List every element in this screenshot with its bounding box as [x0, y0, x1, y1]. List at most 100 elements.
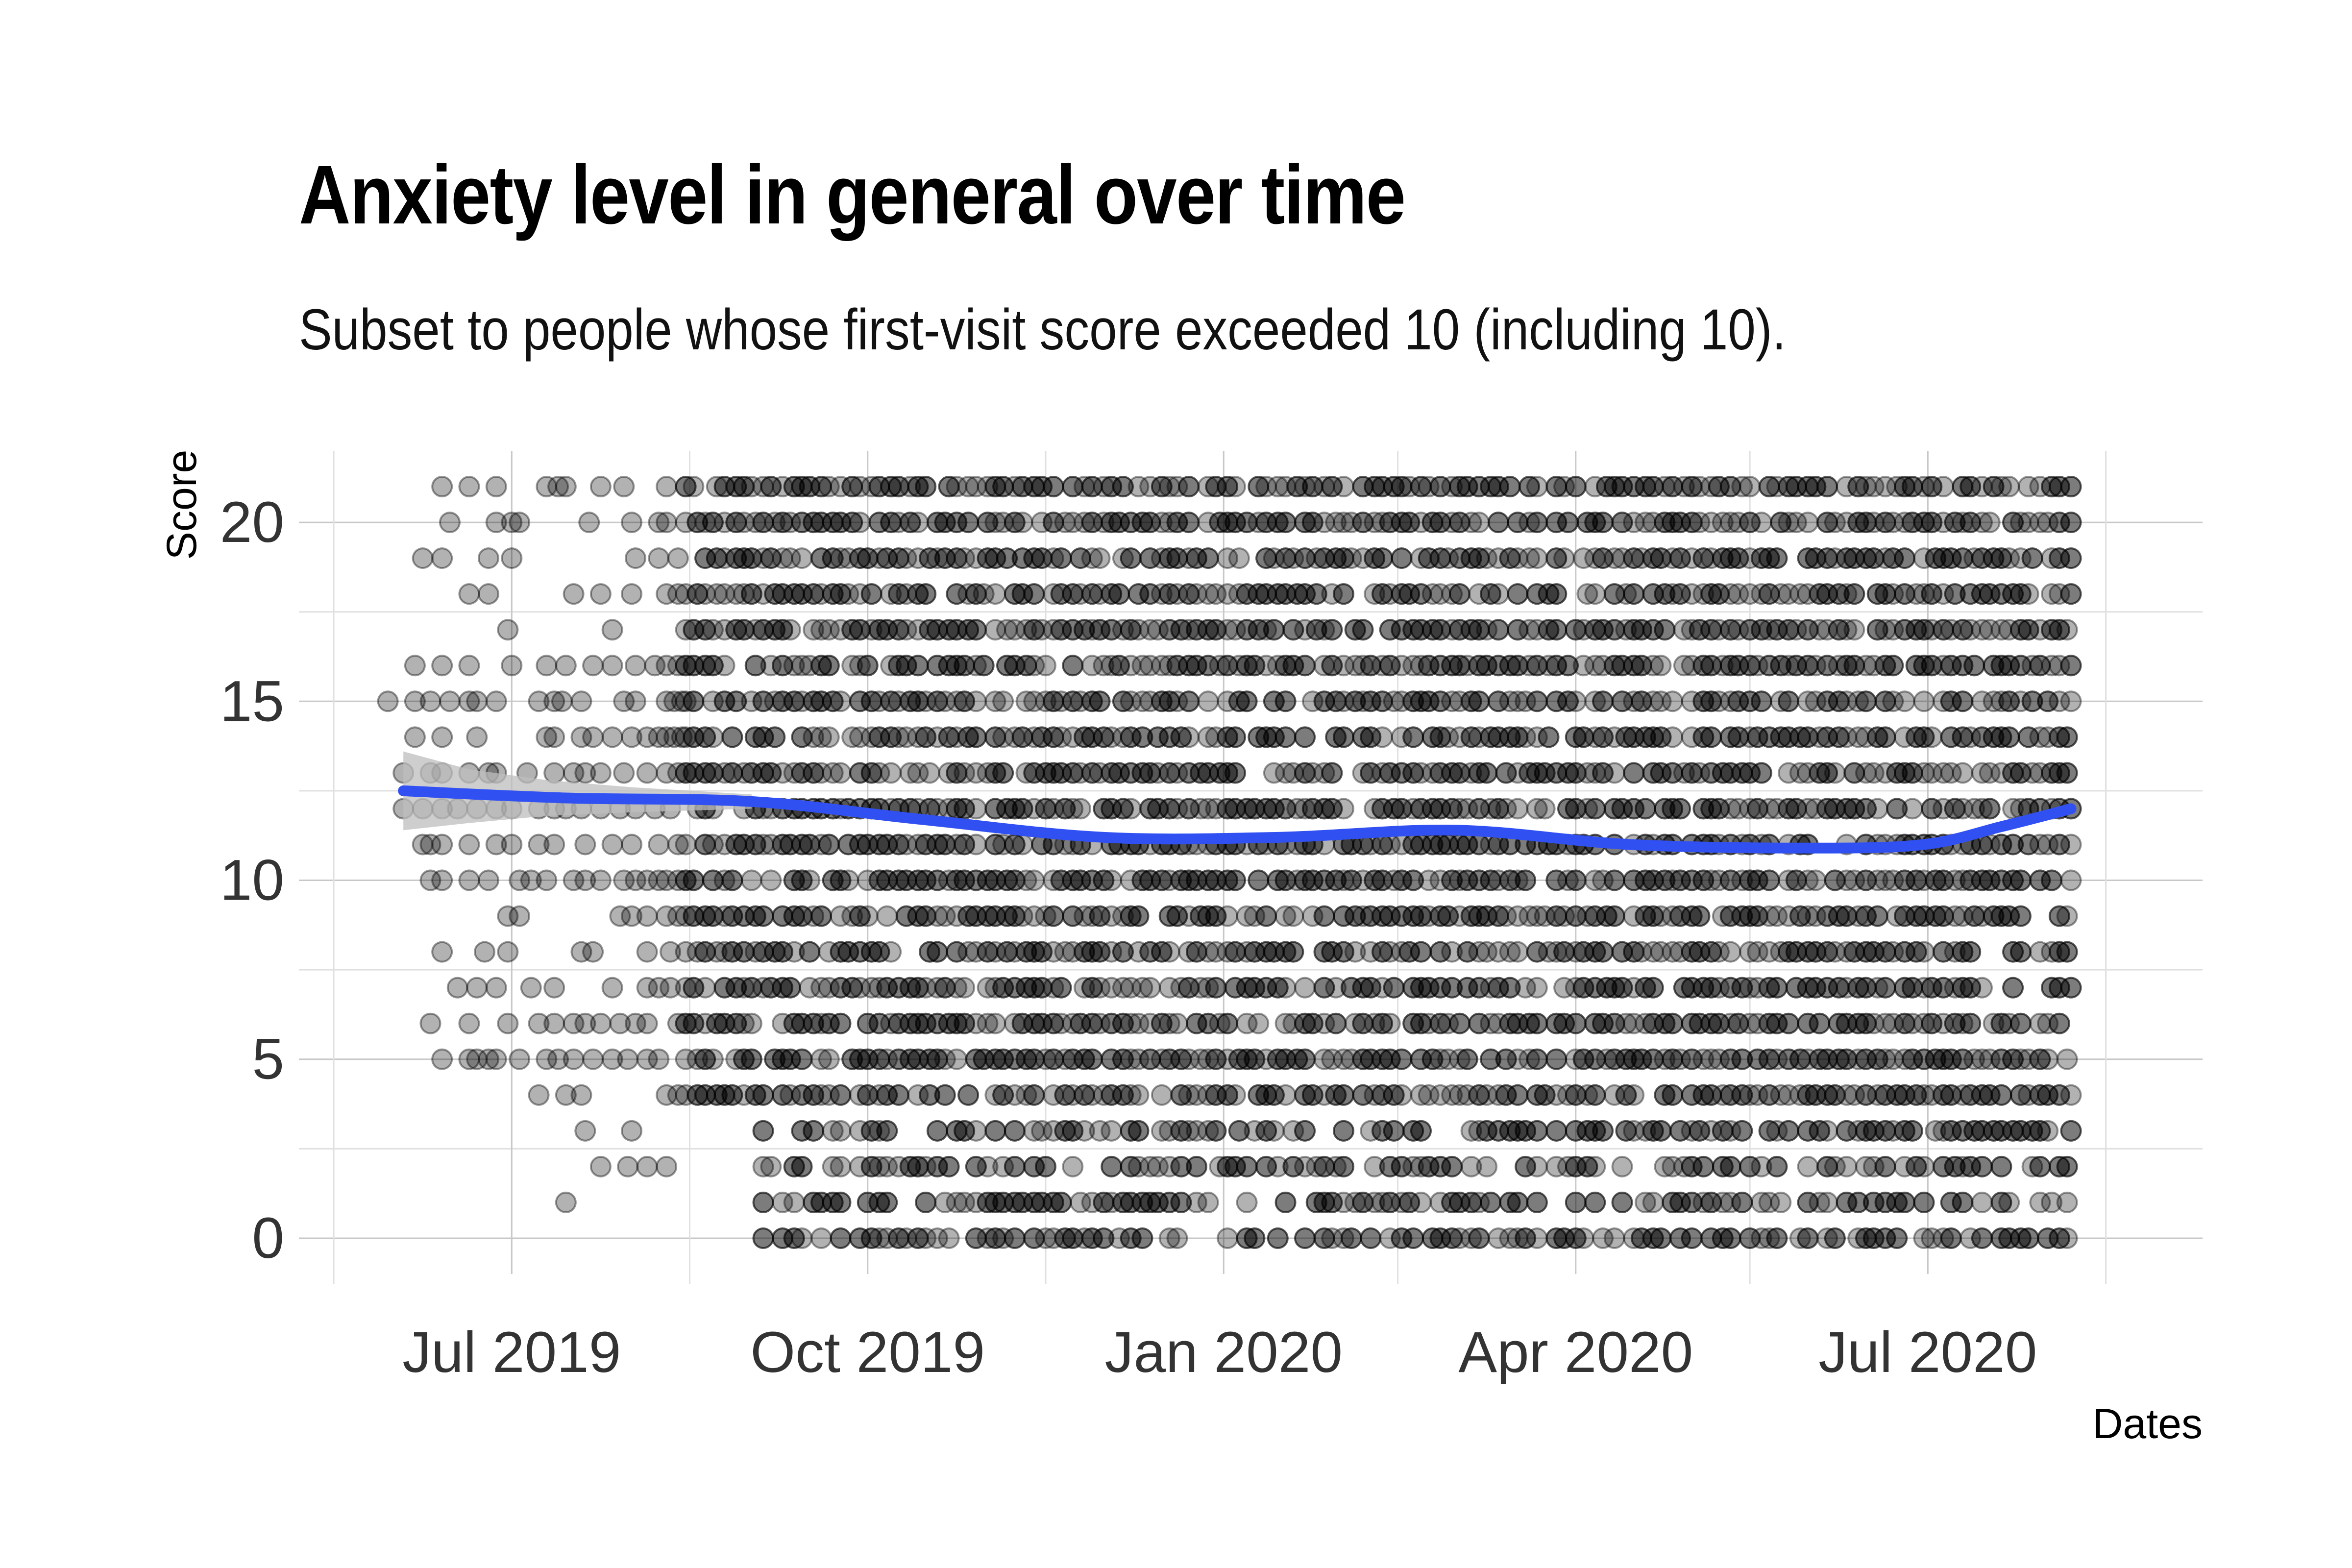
- scatter-point: [1809, 1120, 1831, 1142]
- scatter-point: [1893, 547, 1915, 569]
- scatter-point: [1023, 1191, 1045, 1213]
- scatter-point: [1507, 1084, 1529, 1106]
- scatter-point: [1719, 1191, 1741, 1213]
- scatter-point: [2060, 655, 2082, 677]
- scatter-point: [1816, 1120, 1838, 1142]
- scatter-point: [1584, 1120, 1606, 1142]
- scatter-point: [1023, 869, 1045, 891]
- scatter-point: [1654, 619, 1676, 641]
- scatter-point: [984, 1120, 1006, 1142]
- scatter-points: [377, 476, 2082, 1249]
- scatter-point: [1603, 905, 1625, 927]
- chart-title: Anxiety level in general over time: [299, 148, 1406, 242]
- scatter-point: [1836, 1120, 1858, 1142]
- scatter-point: [1023, 1084, 1045, 1106]
- scatter-point: [1468, 512, 1490, 534]
- scatter-point: [656, 869, 678, 891]
- scatter-point: [1236, 690, 1258, 712]
- scatter-point: [1282, 1120, 1304, 1142]
- scatter-point: [1217, 1012, 1239, 1034]
- scatter-point: [1139, 1155, 1161, 1177]
- scatter-point: [1526, 547, 1548, 569]
- scatter-point: [772, 1191, 794, 1213]
- scatter-point: [1758, 1120, 1780, 1142]
- scatter-point: [1809, 1120, 1831, 1142]
- scatter-point: [543, 726, 565, 748]
- scatter-point: [1460, 1191, 1482, 1213]
- scatter-point: [582, 726, 604, 748]
- scatter-point: [667, 1084, 689, 1106]
- scatter-point: [938, 1155, 960, 1177]
- scatter-point: [458, 583, 480, 605]
- scatter-point: [1004, 1227, 1026, 1249]
- scatter-point: [880, 762, 902, 784]
- scatter-point: [1468, 1227, 1490, 1249]
- scatter-point: [1766, 977, 1788, 999]
- scatter-point: [1905, 1155, 1927, 1177]
- scatter-point: [803, 1191, 825, 1213]
- scatter-point: [1042, 905, 1064, 927]
- scatter-point: [1634, 798, 1656, 820]
- scatter-point: [1797, 1191, 1819, 1213]
- scatter-point: [1797, 1191, 1819, 1213]
- scatter-point: [860, 583, 882, 605]
- scatter-point: [868, 1191, 890, 1213]
- scatter-point: [1034, 1155, 1056, 1177]
- scatter-point: [1565, 1227, 1587, 1249]
- scatter-point: [1070, 798, 1092, 820]
- scatter-point: [636, 1012, 658, 1034]
- scatter-point: [1089, 547, 1111, 569]
- scatter-point: [1526, 977, 1548, 999]
- scatter-point: [791, 547, 813, 569]
- scatter-point: [601, 726, 623, 748]
- scatter-point: [907, 1227, 929, 1249]
- scatter-point: [1963, 1120, 1985, 1142]
- scatter-point: [1816, 476, 1838, 498]
- scatter-point: [419, 690, 441, 712]
- scatter-point: [1313, 1227, 1335, 1249]
- scatter-point: [1719, 941, 1741, 963]
- scatter-point: [860, 1155, 882, 1177]
- scatter-point: [1940, 1227, 1962, 1249]
- scatter-point: [1979, 512, 2001, 534]
- scatter-point: [2002, 1120, 2024, 1142]
- scatter-point: [1669, 1120, 1691, 1142]
- scatter-point: [1371, 547, 1393, 569]
- scatter-point: [2056, 905, 2078, 927]
- scatter-point: [1093, 1227, 1115, 1249]
- scatter-point: [1565, 1155, 1587, 1177]
- scatter-point: [1108, 1227, 1130, 1249]
- scatter-point: [1391, 1084, 1413, 1106]
- scatter-point: [1429, 1191, 1451, 1213]
- scatter-point: [656, 512, 678, 534]
- scatter-point: [1979, 798, 2001, 820]
- scatter-point: [1515, 1120, 1537, 1142]
- scatter-point: [2021, 1155, 2043, 1177]
- scatter-point: [1584, 1120, 1606, 1142]
- scatter-point: [1998, 1227, 2020, 1249]
- scatter-point: [497, 1012, 519, 1034]
- scatter-point: [1507, 941, 1529, 963]
- scatter-point: [1050, 547, 1072, 569]
- scatter-point: [1321, 762, 1343, 784]
- scatter-point: [621, 833, 643, 856]
- scatter-point: [536, 726, 558, 748]
- scatter-point: [1712, 1155, 1734, 1177]
- scatter-point: [1101, 1120, 1123, 1142]
- scatter-point: [1487, 1227, 1509, 1249]
- scatter-point: [1700, 1227, 1722, 1249]
- scatter-point: [2060, 833, 2082, 856]
- scatter-point: [965, 1191, 987, 1213]
- scatter-point: [2037, 1227, 2059, 1249]
- scatter-point: [1952, 1191, 1974, 1213]
- scatter-point: [1383, 1120, 1405, 1142]
- scatter-point: [1526, 476, 1548, 498]
- scatter-point: [431, 941, 453, 963]
- scatter-point: [899, 1155, 921, 1177]
- scatter-point: [1700, 726, 1722, 748]
- scatter-point: [772, 1227, 794, 1249]
- scatter-point: [857, 1191, 879, 1213]
- scatter-point: [973, 655, 995, 677]
- scatter-point: [1158, 1227, 1180, 1249]
